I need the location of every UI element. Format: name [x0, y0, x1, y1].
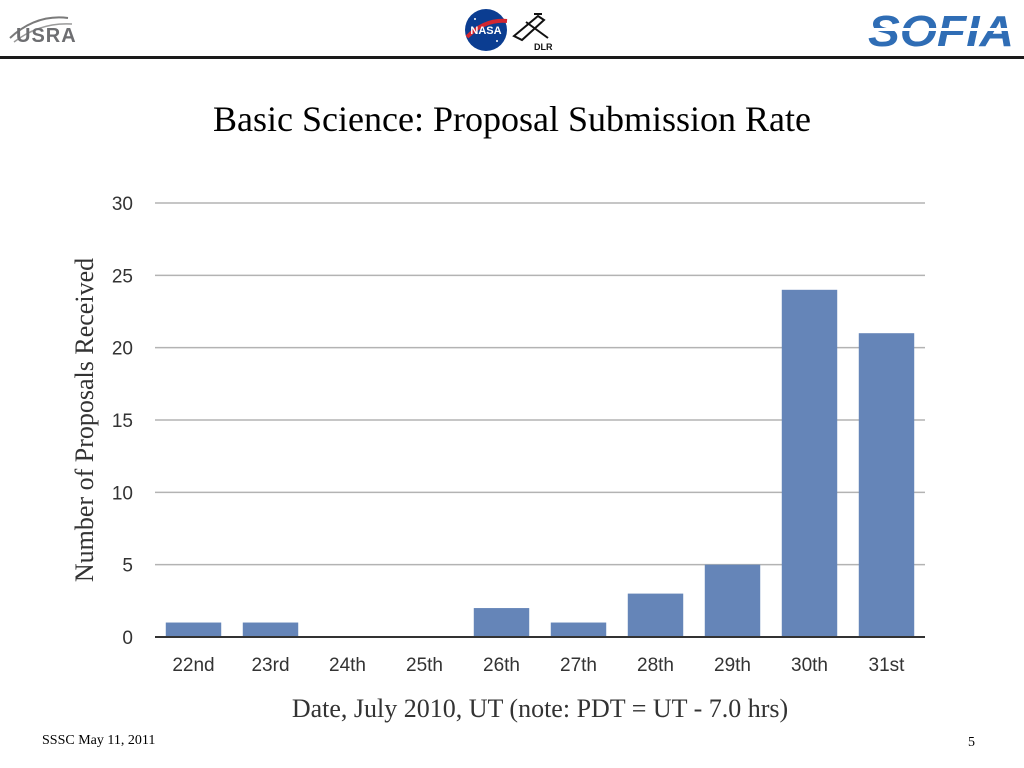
header-divider — [0, 56, 1024, 59]
x-tick-label: 24th — [329, 655, 366, 676]
x-tick-label: 31st — [869, 655, 906, 676]
bar — [242, 622, 299, 637]
x-tick-label: 28th — [637, 655, 674, 676]
x-tick-label: 25th — [406, 655, 443, 676]
x-tick-label: 29th — [714, 655, 751, 676]
x-axis-title: Date, July 2010, UT (note: PDT = UT - 7.… — [292, 694, 788, 723]
usra-swoosh-icon — [9, 16, 73, 43]
y-tick-label: 10 — [112, 483, 133, 504]
x-tick-label: 22nd — [172, 655, 214, 676]
y-tick-label: 30 — [112, 194, 133, 215]
footer-date: SSSC May 11, 2011 — [42, 733, 156, 748]
bar — [165, 622, 222, 637]
bar — [473, 608, 530, 637]
x-tick-label: 26th — [483, 655, 520, 676]
x-tick-label: 30th — [791, 655, 828, 676]
bar — [858, 333, 915, 637]
x-tick-label: 27th — [560, 655, 597, 676]
y-tick-label: 15 — [112, 411, 133, 432]
usra-logo: USRA — [6, 8, 76, 48]
y-axis-title: Number of Proposals Received — [70, 258, 99, 582]
y-tick-label: 0 — [122, 628, 133, 649]
bar — [627, 593, 684, 637]
y-tick-label: 5 — [122, 556, 133, 577]
y-tick-label: 20 — [112, 339, 133, 360]
usra-logo-text: USRA — [16, 25, 77, 47]
slide-header: USRA NASA DLR SOFIA — [0, 0, 1024, 60]
bar-chart: 0 5 10 15 20 25 30 22nd 23rd 24th 25th 26th 27th 28th… — [70, 194, 925, 723]
bar — [781, 289, 838, 637]
nasa-logo-icon: NASA — [465, 9, 508, 51]
x-tick-label: 23rd — [251, 655, 289, 676]
svg-text:NASA: NASA — [470, 25, 501, 37]
page-number: 5 — [968, 735, 975, 750]
svg-text:DLR: DLR — [534, 42, 553, 52]
bar — [704, 564, 761, 637]
dlr-logo-icon: DLR — [512, 13, 553, 52]
y-tick-label: 25 — [112, 266, 133, 287]
sofia-logo: SOFIA — [866, 7, 1018, 52]
slide-title: Basic Science: Proposal Submission Rate — [213, 99, 811, 139]
bar — [550, 622, 607, 637]
